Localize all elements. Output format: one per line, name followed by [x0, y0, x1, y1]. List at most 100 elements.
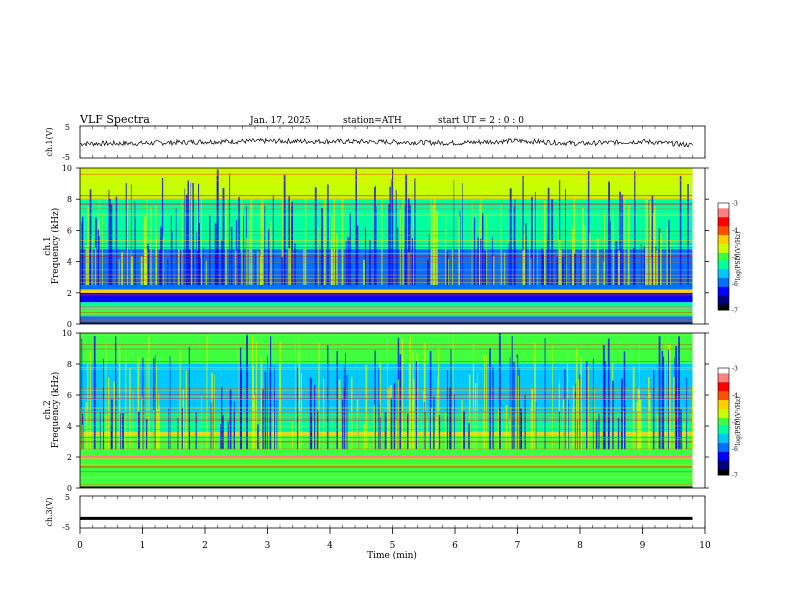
spectrogram-streak	[547, 234, 549, 285]
spectrogram-line	[80, 253, 693, 255]
spectrogram-streak	[272, 411, 274, 450]
freq-tick-label: 4	[67, 258, 72, 267]
spectrogram-streak	[572, 228, 574, 285]
spectrogram-line	[80, 389, 693, 391]
spectrogram-streak	[651, 195, 654, 285]
spectrogram-line	[80, 282, 693, 283]
spectrogram-streak	[551, 199, 554, 285]
spectrogram-streak	[395, 419, 397, 450]
colorbar-tick-label: -5	[732, 419, 738, 426]
spectrogram-streak	[492, 366, 494, 450]
spectrogram-streak	[330, 250, 333, 285]
spectrogram-streak	[178, 249, 180, 285]
spectrogram-streak	[446, 370, 448, 450]
spectrogram-streak	[624, 186, 626, 285]
spectrogram-line	[80, 429, 693, 430]
spectrogram-streak	[135, 218, 136, 285]
spectrogram-streak	[260, 187, 263, 285]
colorbar-swatch	[718, 276, 729, 279]
spectrogram-streak	[181, 174, 183, 285]
spectrogram-line	[80, 441, 693, 443]
freq-tick-label: 0	[67, 320, 72, 329]
spectrogram-streak	[267, 356, 268, 450]
freq-tick-label: 6	[67, 226, 72, 235]
time-tick-label: 4	[327, 541, 333, 551]
colorbar-swatch	[718, 426, 729, 430]
spectrogram-streak	[505, 405, 508, 450]
spectrogram-streak	[598, 413, 600, 450]
time-tick-label: 5	[390, 541, 396, 551]
colorbar-swatch	[718, 450, 729, 453]
colorbar-swatch	[718, 398, 729, 401]
spectrogram-streak	[349, 412, 350, 450]
colorbar-swatch	[718, 467, 729, 471]
spectrogram-line	[80, 344, 693, 346]
colorbar-swatch	[718, 283, 729, 286]
spectrogram-streak	[435, 416, 437, 450]
spectrogram-streak	[534, 192, 536, 285]
spectrogram-streak	[318, 342, 320, 450]
colorbar-swatch	[718, 403, 729, 406]
spectrogram-streak	[235, 250, 237, 285]
freq-tick-label: 0	[67, 484, 72, 493]
spectrogram-streak	[294, 243, 296, 285]
colorbar-swatch	[718, 281, 729, 284]
spectrogram-streak	[568, 399, 569, 450]
spectrogram-streak	[427, 259, 429, 285]
spectrogram-streak	[530, 409, 533, 450]
spectrogram-streak	[552, 346, 553, 450]
spectrogram-streak	[392, 169, 394, 285]
spectrogram-line	[80, 418, 693, 420]
spectrogram-streak	[260, 356, 263, 450]
spectrogram-streak	[623, 411, 625, 450]
spectrogram-band	[80, 333, 693, 364]
spectrogram-streak	[468, 423, 470, 450]
time-tick-label: 8	[577, 541, 583, 551]
spectrogram-streak	[202, 247, 204, 285]
spectrogram-streak	[399, 354, 402, 450]
spectrogram-streak	[518, 368, 520, 450]
spectrogram-streak	[458, 216, 460, 285]
spectrogram-line	[80, 306, 693, 308]
spectrogram-streak	[492, 237, 493, 285]
colorbar-swatch	[718, 231, 729, 234]
spectrogram-line	[80, 415, 693, 417]
time-tick-label: 2	[202, 541, 208, 551]
spectrogram-streak	[341, 172, 344, 285]
colorbar-swatch	[718, 240, 729, 243]
spectrogram-line	[80, 464, 693, 466]
spectrogram-streak	[336, 351, 338, 450]
colorbar-swatch	[718, 384, 729, 387]
colorbar-swatch	[718, 238, 729, 241]
colorbar-swatch	[718, 304, 729, 307]
ch1-waveform-panel: 5 -5 ch.1(V)	[45, 123, 706, 162]
spectrogram-streak	[580, 356, 582, 450]
spectrogram-streak	[423, 401, 425, 450]
spectrogram-line	[80, 408, 693, 409]
colorbar-swatch	[718, 373, 729, 376]
spectrogram-streak	[604, 212, 605, 285]
spectrogram-streak	[408, 198, 410, 285]
spectrogram-streak	[274, 366, 275, 450]
spectrogram-streak	[115, 336, 117, 450]
spectrogram-streak	[256, 424, 259, 450]
spectrogram-streak	[233, 411, 235, 450]
spectrogram-streak	[197, 195, 199, 285]
spectrogram-line	[80, 195, 693, 197]
colorbar-swatch	[718, 286, 729, 290]
spectrogram-streak	[627, 204, 630, 285]
colorbar-swatch	[718, 249, 729, 252]
spectrogram-streak	[130, 176, 132, 285]
spectrogram-streak	[230, 226, 233, 285]
spectrogram-streak	[523, 225, 525, 285]
spectrogram-line	[80, 466, 693, 468]
spectrogram-streak	[118, 258, 120, 285]
colorbar-swatch	[718, 260, 729, 263]
spectrogram-streak	[381, 172, 383, 285]
date-label: Jan. 17, 2025	[249, 116, 311, 126]
spectrogram-streak	[205, 260, 207, 285]
colorbar-tick-label: -5	[732, 254, 738, 261]
ch1-spectrogram-ylabel-channel: ch.1	[43, 236, 53, 255]
spectrogram-streak	[268, 229, 270, 285]
